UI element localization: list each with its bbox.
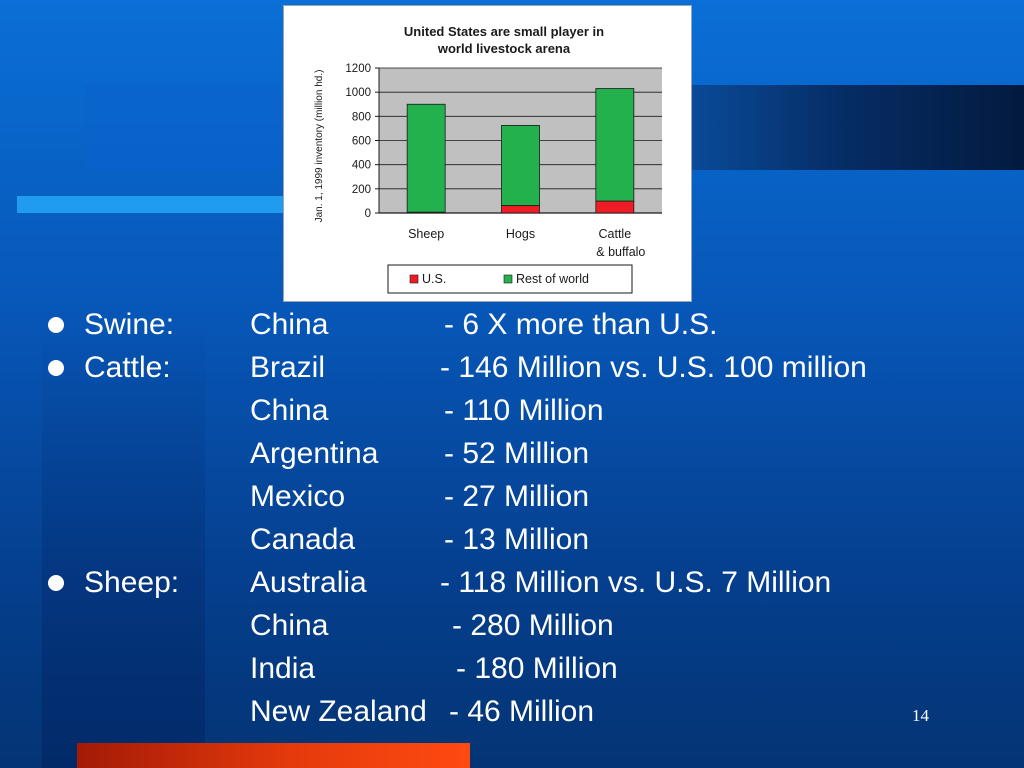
bullet-row: China - 280 Million — [0, 606, 1024, 646]
chart-card: United States are small player in world l… — [283, 5, 692, 302]
y-axis-label: Jan. 1, 1999 inventory (million hd.) — [314, 70, 325, 223]
bullet-country: China — [250, 609, 329, 642]
y-tick-label: 0 — [365, 208, 371, 220]
bullet-detail: - 52 Million — [444, 437, 590, 470]
bar-rest-of-world — [595, 88, 635, 202]
bullet-row: New Zealand - 46 Million — [0, 692, 1024, 732]
y-tick-label: 1200 — [345, 63, 371, 75]
decorative-column — [42, 318, 205, 768]
legend-label: U.S. — [422, 272, 446, 286]
bullet-row: Canada - 13 Million — [0, 520, 1024, 560]
x-tick-label: Sheep — [408, 227, 444, 241]
bullet-row: Mexico - 27 Million — [0, 477, 1024, 517]
bullet-detail: - 6 X more than U.S. — [444, 308, 718, 341]
bullet-dot — [48, 575, 64, 591]
bullet-country: Australia — [250, 566, 367, 599]
chart-title: world livestock arena — [437, 41, 571, 56]
bullet-dot — [48, 317, 64, 333]
x-tick-label: & buffalo — [596, 245, 645, 259]
x-tick-label: Hogs — [506, 227, 535, 241]
bullet-country: China — [250, 308, 329, 341]
bullet-row: India - 180 Million — [0, 649, 1024, 689]
bullet-row: Argentina - 52 Million — [0, 434, 1024, 474]
bullet-detail: - 110 Million — [444, 394, 604, 427]
bullet-detail: - 27 Million — [444, 480, 590, 513]
bar-rest-of-world — [406, 103, 446, 213]
decorative-dark-band — [688, 85, 1024, 170]
decorative-orange-bar — [77, 743, 470, 768]
bullet-detail: - 146 Million vs. U.S. 100 million — [440, 351, 867, 384]
bullet-category: Swine: — [84, 308, 175, 341]
y-tick-label: 400 — [352, 160, 371, 172]
chart-title: United States are small player in — [404, 24, 604, 39]
y-tick-label: 1000 — [345, 87, 371, 99]
bullet-detail: - 118 Million vs. U.S. 7 Million — [440, 566, 832, 599]
legend-swatch — [409, 274, 419, 284]
bar-rest-of-world — [501, 124, 540, 206]
bullet-category: Sheep: — [84, 566, 180, 599]
livestock-chart: United States are small player in world l… — [314, 24, 662, 294]
bullet-country: Mexico — [250, 480, 346, 513]
x-tick-label: Cattle — [599, 227, 632, 241]
bullet-country: Argentina — [250, 437, 379, 470]
bullet-dot — [48, 360, 64, 376]
bullet-category: Cattle: — [84, 351, 171, 384]
bullet-country: Brazil — [250, 351, 326, 384]
bullet-row: Swine: China - 6 X more than U.S. — [0, 305, 1024, 345]
bullet-row: China - 110 Million — [0, 391, 1024, 431]
decorative-stripe — [17, 196, 285, 213]
bullet-row: Sheep: Australia - 118 Million vs. U.S. 7 … — [0, 563, 1024, 603]
legend-swatch — [503, 274, 513, 284]
bullet-detail: - 46 Million — [449, 695, 595, 728]
y-tick-label: 200 — [352, 184, 371, 196]
bullet-detail: - 13 Million — [444, 523, 590, 556]
legend-label: Rest of world — [516, 272, 589, 286]
bullet-detail: - 280 Million — [452, 609, 614, 642]
bullet-country: New Zealand — [250, 695, 427, 728]
bullet-country: Canada — [250, 523, 356, 556]
y-tick-label: 600 — [352, 136, 371, 148]
bullet-row: Cattle: Brazil - 146 Million vs. U.S. 100 … — [0, 348, 1024, 388]
page-number: 14 — [912, 706, 929, 725]
y-tick-label: 800 — [352, 111, 371, 123]
bullet-country: India — [250, 652, 316, 685]
bullet-country: China — [250, 394, 329, 427]
bullet-detail: - 180 Million — [456, 652, 618, 685]
decorative-box — [85, 85, 280, 170]
